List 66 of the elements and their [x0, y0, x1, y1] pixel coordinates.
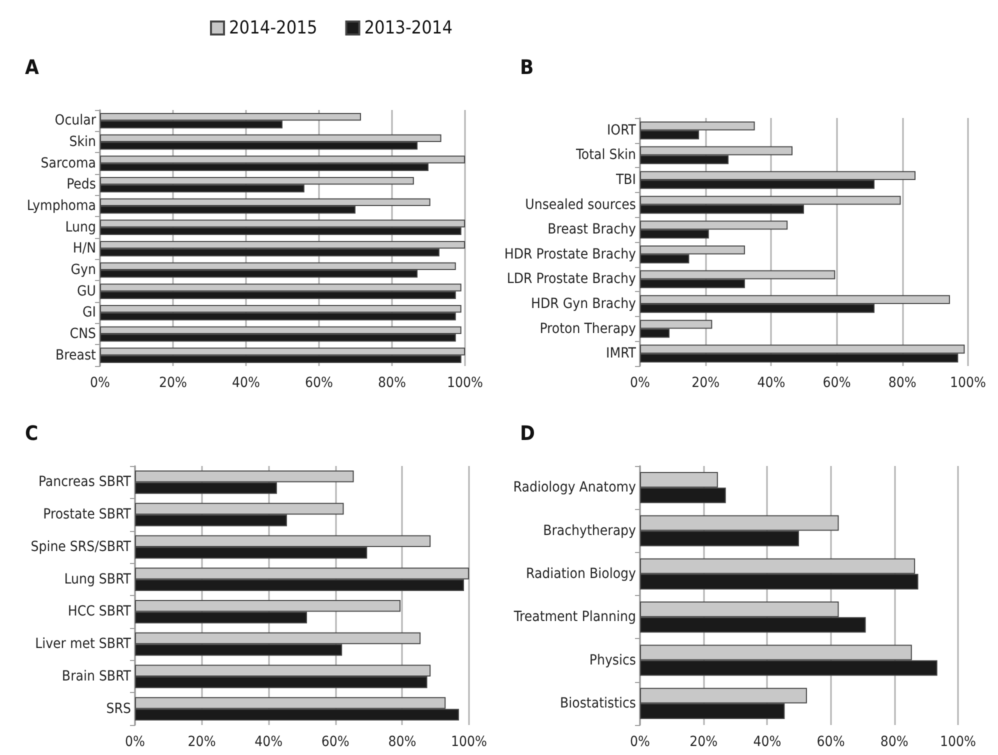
- x-tick-label: 0%: [630, 734, 650, 750]
- y-tick-label: IORT: [606, 122, 636, 138]
- y-tick-label: GU: [77, 283, 96, 300]
- y-tick-label: IMRT: [606, 346, 636, 362]
- y-tick-label: Biostatistics: [560, 695, 636, 712]
- x-tick-label: 80%: [888, 375, 916, 391]
- chart-title: D: [520, 421, 535, 445]
- chart-title: C: [25, 421, 38, 445]
- legend-label: 2014-2015: [229, 18, 318, 38]
- x-tick-label: 40%: [254, 734, 283, 750]
- y-tick-label: Breast: [56, 347, 96, 364]
- x-tick-label: 80%: [388, 734, 416, 750]
- y-tick-label: Physics: [589, 652, 636, 668]
- y-tick-label: Radiation Biology: [526, 566, 637, 582]
- x-tick-label: 80%: [378, 375, 406, 391]
- y-tick-label: Liver met SBRT: [35, 636, 132, 652]
- x-tick-label: 0%: [90, 375, 110, 391]
- x-tick-label: 20%: [690, 734, 718, 750]
- x-tick-label: 0%: [630, 375, 650, 391]
- y-tick-label: LDR Prostate Brachy: [506, 271, 637, 288]
- y-tick-label: Unsealed sources: [525, 196, 636, 213]
- x-tick-label: 20%: [692, 375, 720, 391]
- y-tick-label: TBI: [614, 172, 636, 188]
- y-tick-label: Spine SRS/SBRT: [30, 538, 132, 555]
- chart-title: A: [25, 55, 39, 79]
- x-tick-label: 40%: [753, 734, 782, 750]
- y-tick-label: SRS: [106, 700, 131, 717]
- y-tick-label: Total Skin: [575, 147, 636, 164]
- y-tick-label: Lung SBRT: [64, 571, 132, 588]
- x-tick-label: 60%: [822, 375, 851, 391]
- chart-title: B: [520, 55, 534, 79]
- y-tick-label: Brain SBRT: [62, 668, 132, 684]
- y-tick-label: Ocular: [54, 112, 97, 129]
- y-tick-label: Proton Therapy: [540, 320, 637, 337]
- y-tick-label: Lymphoma: [26, 198, 96, 214]
- y-tick-label: Skin: [69, 134, 96, 150]
- y-tick-label: HCC SBRT: [68, 604, 132, 620]
- x-tick-label: 20%: [159, 375, 188, 391]
- x-tick-label: 0%: [125, 734, 146, 750]
- y-tick-label: Gyn: [70, 262, 96, 278]
- x-tick-label: 100%: [450, 734, 488, 750]
- y-tick-label: GI: [82, 304, 96, 321]
- x-tick-label: 60%: [321, 734, 350, 750]
- y-tick-label: Treatment Planning: [512, 609, 636, 626]
- y-tick-label: Sarcoma: [40, 155, 96, 172]
- y-tick-label: Prostate SBRT: [43, 506, 132, 523]
- y-tick-label: CNS: [70, 326, 96, 342]
- x-tick-label: 40%: [232, 375, 260, 391]
- y-tick-label: Lung: [65, 219, 96, 236]
- x-tick-label: 100%: [950, 375, 986, 391]
- y-tick-label: Radiology Anatomy: [513, 480, 637, 496]
- y-tick-label: Breast Brachy: [548, 222, 637, 238]
- y-tick-label: HDR Prostate Brachy: [504, 246, 637, 262]
- x-tick-label: 20%: [188, 734, 216, 750]
- y-tick-label: Brachytherapy: [543, 522, 637, 539]
- y-tick-label: Peds: [66, 176, 96, 193]
- x-tick-label: 40%: [757, 375, 786, 391]
- x-tick-label: 100%: [940, 734, 976, 750]
- y-tick-label: Pancreas SBRT: [38, 474, 132, 490]
- x-tick-label: 60%: [305, 375, 334, 391]
- legend-label: 2013-2014: [364, 18, 453, 38]
- x-tick-label: 80%: [880, 734, 908, 750]
- x-tick-label: 100%: [446, 375, 484, 391]
- y-tick-label: HDR Gyn Brachy: [530, 296, 637, 312]
- y-tick-label: H/N: [72, 240, 96, 257]
- x-tick-label: 60%: [816, 734, 845, 750]
